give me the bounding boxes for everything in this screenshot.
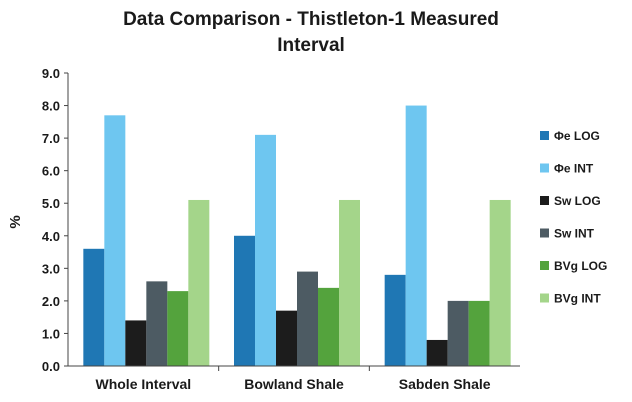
legend-label: Φe LOG [554,129,600,143]
bar [405,105,427,367]
legend-label: BVg LOG [554,259,607,273]
chart-title-line-1: Data Comparison - Thistleton-1 Measured [123,9,499,30]
y-tick-label: 6.0 [42,164,60,179]
bar [167,291,189,366]
axes-layer: 0.0 1.0 2.0 3.0 4.0 5.0 6.0 7.0 8.0 9.0 Whole Inte… [42,66,520,392]
bar [104,115,126,366]
bar [255,134,276,366]
y-tick-label: 3.0 [42,261,60,276]
bar [426,339,448,366]
bar [468,300,490,366]
y-tick-label: 0.0 [42,359,60,374]
bar [188,199,210,366]
bar [234,235,255,366]
x-tick-label: Sabden Shale [399,376,491,392]
y-tick-label: 1.0 [42,326,60,341]
legend-label: Φe INT [554,162,594,176]
bar [146,281,168,366]
legend: Φe LOG Φe INT Sw LOG Sw INT BVg LOG BVg INT [540,129,607,306]
bar [384,274,406,366]
bar [318,287,339,366]
legend-swatch [540,293,549,303]
chart-title-line-2: Interval [277,35,345,56]
legend-swatch [540,131,549,140]
legend-label: Sw LOG [554,194,601,208]
bar [489,199,511,366]
y-tick-label: 7.0 [42,131,60,146]
bar [297,271,318,366]
y-tick-label: 5.0 [42,196,60,211]
bars-layer [83,105,511,367]
legend-swatch [540,196,549,205]
bar [447,300,469,366]
x-tick-label: Whole Interval [95,376,191,392]
bar [125,320,147,366]
legend-label: BVg INT [554,292,601,306]
legend-swatch [540,163,549,173]
bar [276,310,297,366]
y-tick-label: 2.0 [42,294,60,309]
y-tick-label: 9.0 [42,66,60,81]
legend-swatch [540,228,549,238]
bar [339,199,360,366]
y-axis-label: % [7,215,24,228]
x-tick-label: Bowland Shale [244,376,344,392]
legend-swatch [540,261,549,270]
legend-label: Sw INT [554,227,595,241]
bar [83,248,105,366]
y-tick-label: 8.0 [42,99,60,114]
y-tick-label: 4.0 [42,229,60,244]
